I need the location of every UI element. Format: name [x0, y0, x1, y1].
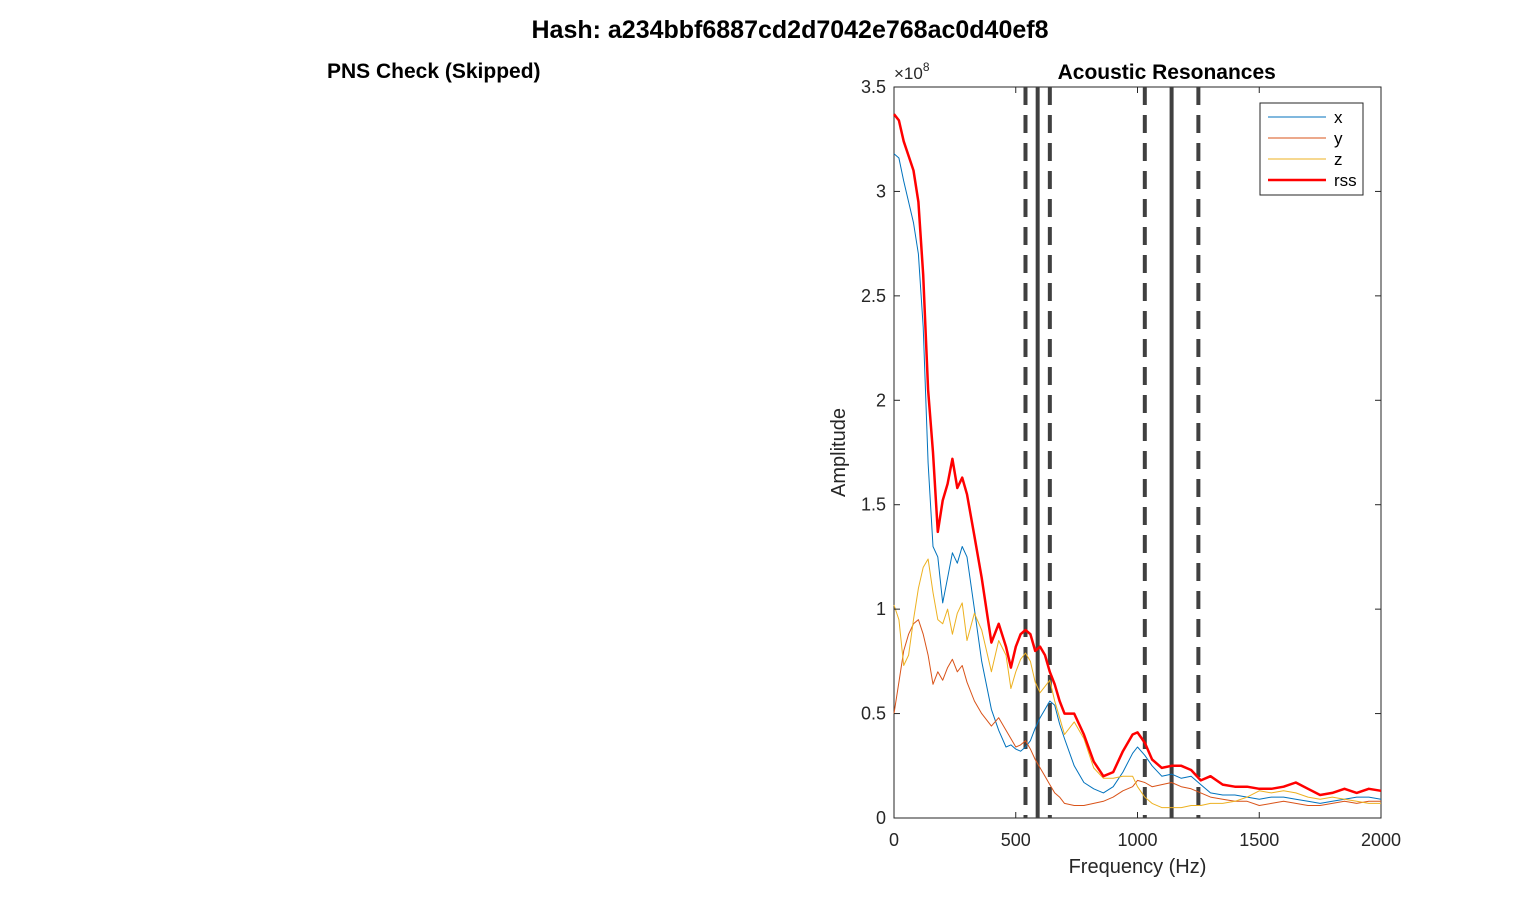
- series-line-rss: [893, 113, 1382, 797]
- legend-label-x: x: [1334, 108, 1343, 127]
- legend: xyz rss: [1259, 102, 1364, 196]
- y-tick-label: 2.5: [861, 286, 886, 306]
- chart-title: Acoustic Resonances: [1058, 61, 1276, 84]
- legend-label-y: y: [1334, 129, 1343, 148]
- figure-title: Hash: a234bbf6887cd2d7042e768ac0d40ef8: [531, 16, 1049, 44]
- plot-area: [893, 86, 1382, 819]
- pns-check-title: PNS Check (Skipped): [327, 60, 541, 83]
- y-tick-label: 1: [876, 599, 886, 619]
- y-tick-label: 0.5: [861, 704, 886, 724]
- y-tick-label: 3: [876, 181, 886, 201]
- y-axis-label: Amplitude: [828, 408, 850, 497]
- x-tick-label: 1000: [1117, 830, 1157, 850]
- y-exponent-power: 8: [923, 60, 930, 74]
- x-tick-label: 1500: [1239, 830, 1279, 850]
- x-tick-label: 0: [889, 830, 899, 850]
- series-line-x: [893, 153, 1382, 804]
- legend-label-rss: rss: [1334, 171, 1357, 190]
- x-tick-label: 500: [1001, 830, 1031, 850]
- y-exponent-base: ×10: [894, 64, 923, 83]
- series-line-z: [893, 558, 1381, 809]
- y-axis-exponent: ×108: [894, 60, 930, 83]
- y-tick-label: 1.5: [861, 495, 886, 515]
- x-tick-label: 2000: [1361, 830, 1401, 850]
- y-tick-label: 3.5: [861, 77, 886, 97]
- y-tick-label: 0: [876, 808, 886, 828]
- x-axis-label: Frequency (Hz): [1069, 856, 1207, 878]
- series-line-y: [893, 619, 1381, 806]
- y-tick-label: 2: [876, 390, 886, 410]
- legend-label-z: z: [1334, 150, 1343, 169]
